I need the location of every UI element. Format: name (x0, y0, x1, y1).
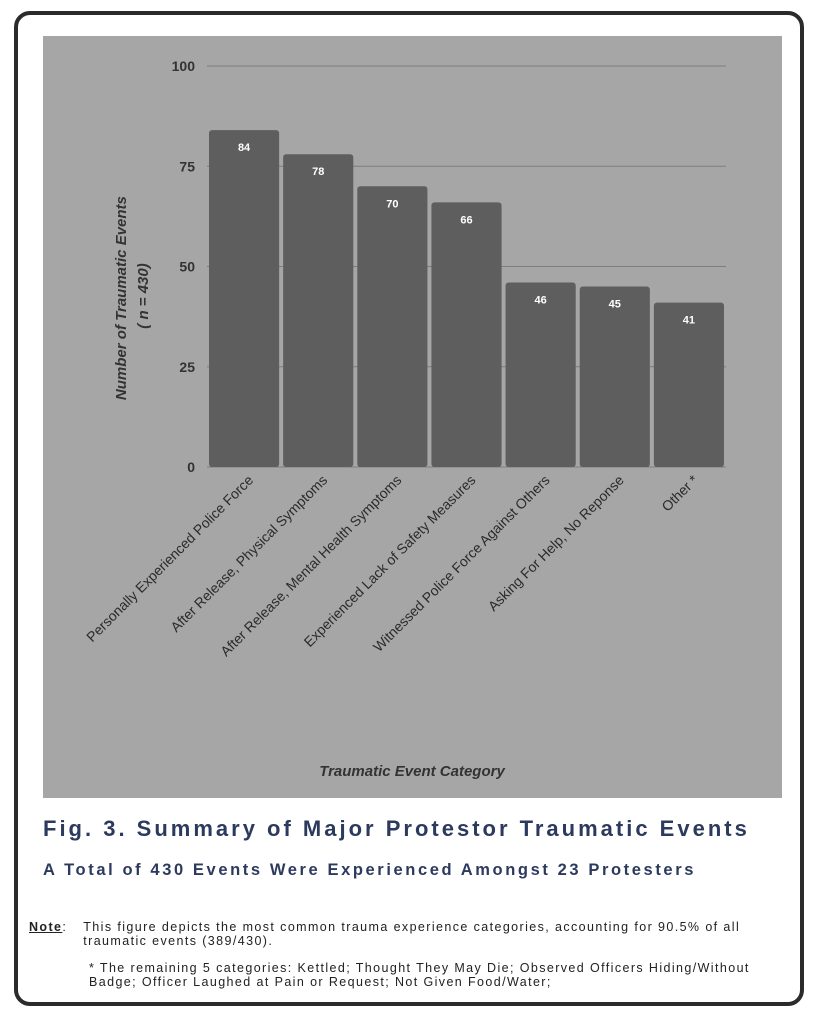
bars: 84 78 70 66 46 45 41 (209, 130, 724, 468)
bar (579, 286, 650, 467)
bar-data-label: 46 (535, 295, 547, 307)
x-category-label: After Release, Physical Symptoms (167, 472, 330, 635)
y-axis-title-line2: ( n = 430) (135, 263, 152, 328)
figure-footnote: * The remaining 5 categories: Kettled; T… (89, 961, 750, 989)
figure-note: Note: This figure depicts the most common… (29, 920, 789, 948)
y-axis-ticks: 0 25 50 75 100 (172, 58, 196, 475)
x-category-label: Personally Experienced Police Force (83, 472, 256, 645)
y-tick-label: 75 (179, 158, 195, 174)
x-category-label: Asking For Help, No Reponse (485, 472, 627, 614)
bar (431, 202, 502, 467)
y-tick-label: 25 (179, 359, 195, 375)
x-axis-title: Traumatic Event Category (319, 763, 505, 780)
y-tick-label: 0 (187, 459, 195, 475)
note-label: Note (29, 920, 63, 934)
figure-subtitle: A Total of 430 Events Were Experienced A… (43, 861, 696, 879)
y-tick-label: 100 (172, 58, 196, 74)
bar-data-label: 78 (312, 166, 324, 178)
bar-data-label: 70 (386, 198, 398, 210)
bar (505, 282, 576, 467)
bar (653, 302, 724, 467)
bar-data-label: 41 (683, 315, 695, 327)
bar (283, 154, 354, 467)
figure-title: Fig. 3. Summary of Major Protestor Traum… (43, 816, 750, 841)
x-axis-category-labels: Personally Experienced Police ForceAfter… (83, 471, 701, 659)
bar (209, 130, 280, 467)
bar (357, 186, 428, 468)
bar-data-label: 66 (460, 214, 472, 226)
x-category-label: Other * (658, 471, 701, 514)
note-text: This figure depicts the most common trau… (83, 920, 741, 948)
y-axis-title-line1: Number of Traumatic Events (113, 196, 130, 400)
bar-data-label: 45 (609, 299, 621, 311)
y-tick-label: 50 (179, 259, 195, 275)
note-colon: : (62, 920, 68, 934)
bar-chart: 0 25 50 75 100 84 78 70 66 46 45 41 Personally Exp… (83, 58, 726, 780)
y-axis-title: Number of Traumatic Events ( n = 430) (113, 192, 152, 400)
bar-data-label: 84 (238, 142, 251, 154)
